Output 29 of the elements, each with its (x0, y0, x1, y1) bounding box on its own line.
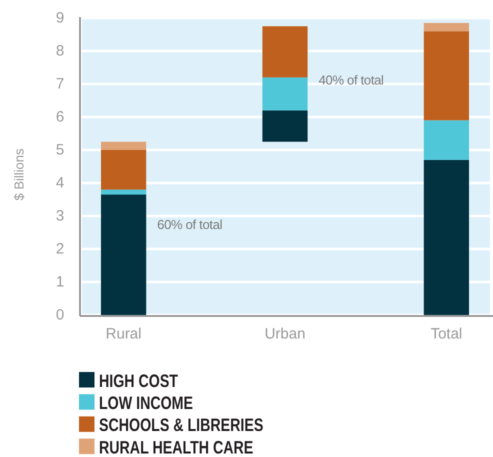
x-tick-label: Total (430, 326, 462, 342)
bar (424, 120, 470, 160)
bar (262, 110, 308, 142)
y-tick-label: 1 (56, 274, 64, 290)
bar (100, 190, 146, 195)
bar (424, 31, 470, 120)
annotation: 40% of total (318, 72, 384, 88)
y-tick-label: 9 (56, 10, 64, 26)
bar (100, 142, 146, 150)
annotation: 60% of total (157, 216, 223, 232)
bar (100, 150, 146, 190)
y-tick-label: 6 (56, 108, 64, 126)
legend-label: SCHOOLS & LIBRERIES (99, 416, 264, 436)
x-tick-label: Rural (106, 326, 142, 342)
bar (424, 160, 470, 315)
bar (100, 194, 146, 315)
legend-label: RURAL HEALTH CARE (99, 438, 254, 457)
legend-label: LOW INCOME (99, 393, 194, 414)
y-tick-label: 4 (56, 174, 64, 192)
y-tick-label: 5 (56, 142, 64, 158)
y-tick-label: 0 (56, 306, 64, 324)
y-axis-title: $ Billions (12, 148, 26, 201)
y-tick-label: 7 (56, 76, 64, 92)
y-tick-label: 8 (56, 42, 64, 60)
y-tick-label: 3 (56, 208, 64, 224)
x-tick-label: Urban (264, 326, 306, 342)
bar (424, 22, 470, 32)
y-tick-label: 2 (56, 240, 64, 258)
legend-label: HIGH COST (99, 371, 178, 392)
